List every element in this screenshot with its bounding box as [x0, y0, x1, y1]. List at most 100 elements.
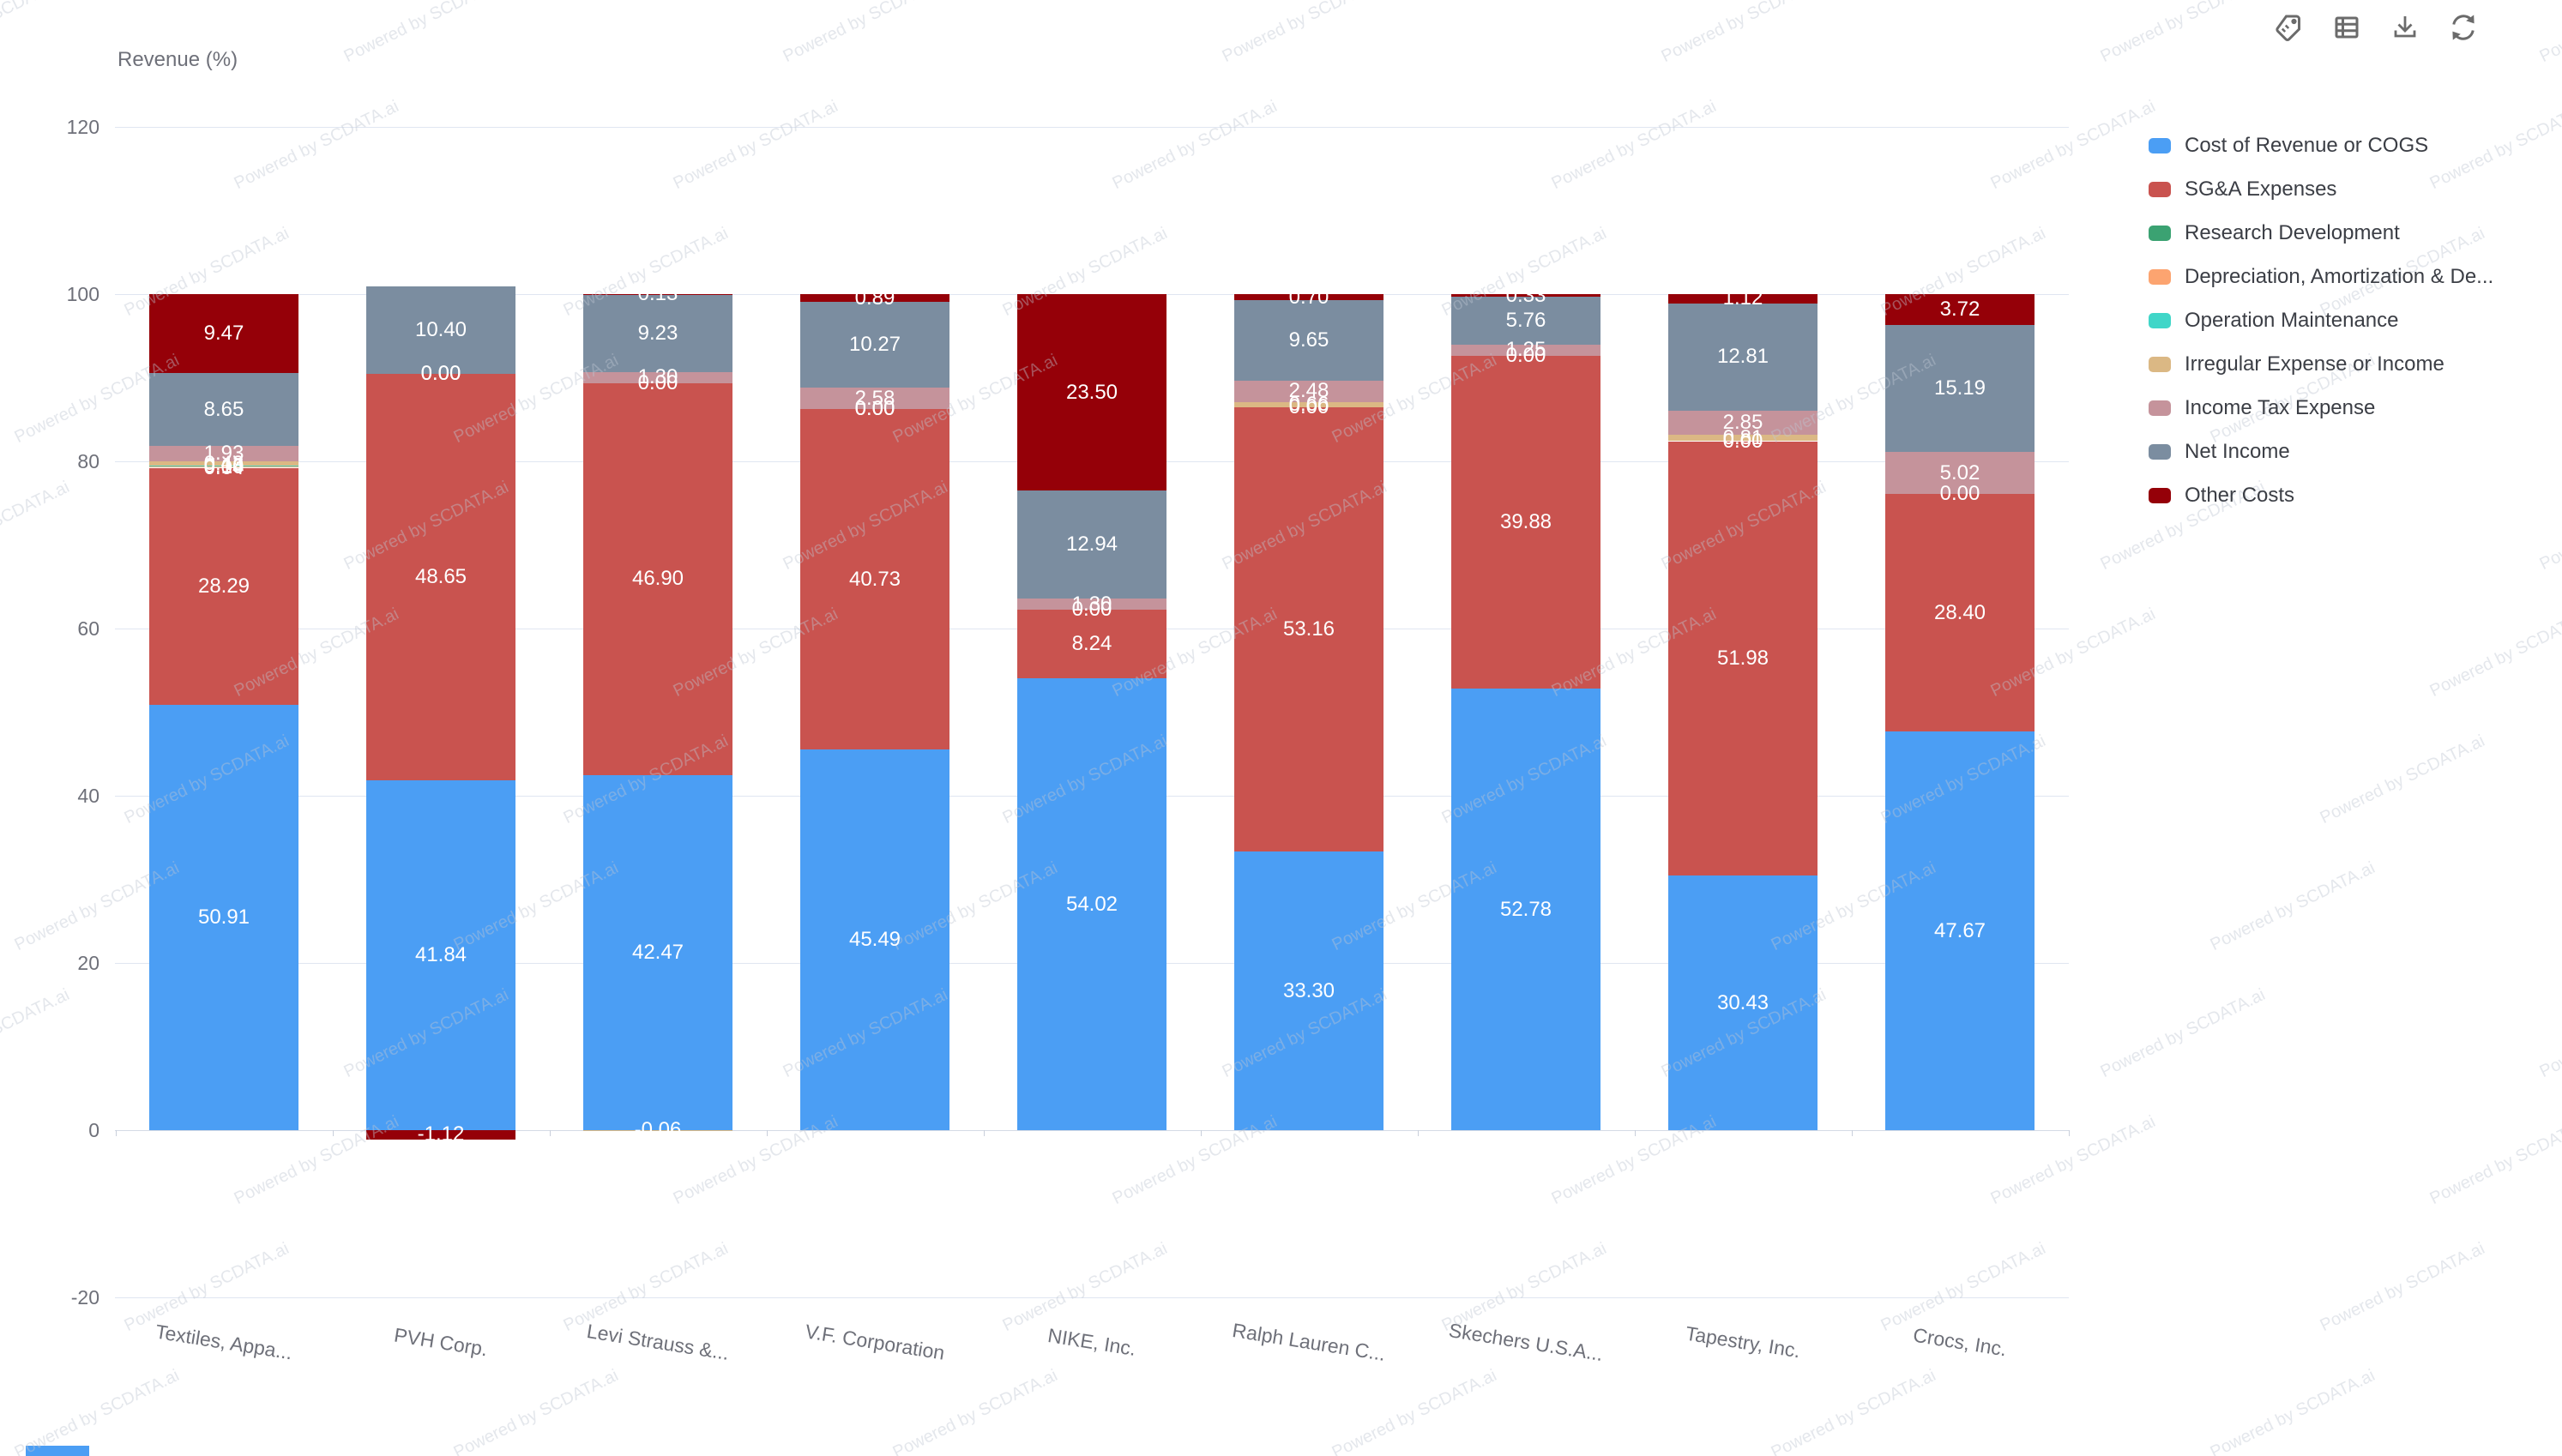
- bar-segment[interactable]: [800, 749, 949, 1130]
- bar-segment[interactable]: [366, 373, 515, 781]
- bar-segment[interactable]: [1234, 381, 1383, 402]
- bar-segment[interactable]: [1234, 294, 1383, 301]
- legend-swatch: [2149, 138, 2171, 153]
- bar-segment[interactable]: [1017, 599, 1166, 610]
- bar-segment[interactable]: [366, 780, 515, 1130]
- bar-segment[interactable]: [1017, 490, 1166, 599]
- bar-segment[interactable]: [1017, 294, 1166, 491]
- gridline: [115, 127, 2069, 128]
- legend-item[interactable]: Net Income: [2149, 440, 2493, 463]
- y-axis-tick-label: 60: [77, 617, 99, 640]
- download-tool-button[interactable]: [2388, 9, 2422, 46]
- table-tool-button[interactable]: [2330, 9, 2364, 46]
- bar-segment[interactable]: [1668, 303, 1818, 411]
- bar-segment[interactable]: [1668, 441, 1818, 876]
- bar-segment[interactable]: [149, 466, 298, 468]
- bar-segment[interactable]: [1451, 345, 1600, 356]
- legend-item[interactable]: Income Tax Expense: [2149, 396, 2493, 419]
- bar-segment[interactable]: [1668, 875, 1818, 1130]
- bar-segment[interactable]: [800, 294, 949, 303]
- legend-item[interactable]: Research Development: [2149, 221, 2493, 244]
- tag-tool-button[interactable]: [2271, 9, 2306, 46]
- bar-segment[interactable]: [1451, 689, 1600, 1130]
- bar-segment[interactable]: [149, 465, 298, 467]
- x-axis-tick: [2068, 1130, 2070, 1136]
- gridline: [115, 1130, 2069, 1131]
- watermark-text: Powered by SCDATA.ai: [2317, 731, 2488, 828]
- x-axis-tick: [766, 1130, 768, 1136]
- bar-segment[interactable]: [149, 445, 298, 462]
- legend-swatch: [2149, 313, 2171, 328]
- bar-segment[interactable]: [1451, 294, 1600, 298]
- x-axis-tick: [983, 1130, 985, 1136]
- x-axis-category-label: Tapestry, Inc.: [1684, 1321, 1802, 1363]
- x-axis-tick: [1634, 1130, 1636, 1136]
- legend-item-label: Depreciation, Amortization & De...: [2185, 265, 2494, 288]
- watermark-text: Powered by SCDATA.ai: [670, 97, 841, 194]
- bar-segment[interactable]: [1668, 294, 1818, 304]
- legend-item[interactable]: Operation Maintenance: [2149, 309, 2493, 332]
- bar-segment[interactable]: [1451, 297, 1600, 346]
- bar-segment[interactable]: [1234, 407, 1383, 852]
- bar-segment[interactable]: [149, 461, 298, 466]
- legend-item-label: SG&A Expenses: [2185, 177, 2337, 201]
- bar-segment[interactable]: [1668, 434, 1818, 442]
- watermark-text: Powered by SCDATA.ai: [889, 1366, 1061, 1456]
- table-icon: [2331, 12, 2362, 43]
- bar-segment[interactable]: [583, 293, 732, 295]
- refresh-icon: [2448, 12, 2479, 43]
- bar-segment[interactable]: [149, 373, 298, 446]
- watermark-text: Powered by SCDATA.ai: [0, 0, 73, 67]
- bar-segment[interactable]: [366, 286, 515, 374]
- bar-segment[interactable]: [1885, 731, 2035, 1130]
- bar-segment[interactable]: [1885, 452, 2035, 495]
- bar-segment[interactable]: [583, 774, 732, 1130]
- legend-swatch: [2149, 269, 2171, 285]
- legend-item[interactable]: Other Costs: [2149, 484, 2493, 507]
- bar-segment[interactable]: [583, 1130, 732, 1131]
- bar-segment[interactable]: [1451, 355, 1600, 689]
- x-axis-tick: [115, 1130, 117, 1136]
- legend-swatch: [2149, 444, 2171, 460]
- legend-item[interactable]: Irregular Expense or Income: [2149, 352, 2493, 376]
- bar-segment[interactable]: [149, 704, 298, 1130]
- watermark-text: Powered by SCDATA.ai: [2536, 0, 2562, 67]
- watermark-text: Powered by SCDATA.ai: [2097, 0, 2269, 67]
- legend-item[interactable]: Depreciation, Amortization & De...: [2149, 265, 2494, 288]
- watermark-text: Powered by SCDATA.ai: [1768, 1366, 1939, 1456]
- bar-segment[interactable]: [1017, 609, 1166, 679]
- watermark-text: Powered by SCDATA.ai: [1987, 97, 2159, 194]
- x-axis-category-label: V.F. Corporation: [804, 1320, 947, 1364]
- x-axis-tick: [332, 1130, 334, 1136]
- bar-segment[interactable]: [1885, 494, 2035, 732]
- watermark-text: Powered by SCDATA.ai: [2426, 1112, 2562, 1209]
- bar-segment[interactable]: [583, 382, 732, 775]
- x-axis-category-label: Crocs, Inc.: [1911, 1323, 2009, 1361]
- watermark-text: Powered by SCDATA.ai: [780, 0, 951, 67]
- bar-segment[interactable]: [366, 1130, 515, 1140]
- bar-segment[interactable]: [583, 371, 732, 383]
- bar-segment[interactable]: [583, 294, 732, 372]
- legend-item-label: Income Tax Expense: [2185, 396, 2376, 419]
- bar-segment[interactable]: [1017, 678, 1166, 1130]
- bar-segment[interactable]: [1234, 300, 1383, 382]
- bar-segment[interactable]: [1668, 410, 1818, 435]
- y-axis-tick-label: 80: [77, 450, 99, 472]
- refresh-tool-button[interactable]: [2446, 9, 2481, 46]
- bar-segment[interactable]: [149, 294, 298, 374]
- legend-item[interactable]: SG&A Expenses: [2149, 177, 2493, 201]
- watermark-text: Powered by SCDATA.ai: [2207, 1366, 2378, 1456]
- bar-segment[interactable]: [1234, 851, 1383, 1130]
- bar-segment[interactable]: [1885, 325, 2035, 453]
- bar-segment[interactable]: [1234, 401, 1383, 407]
- bar-segment[interactable]: [800, 302, 949, 388]
- bar-segment[interactable]: [800, 409, 949, 750]
- watermark-text: Powered by SCDATA.ai: [2207, 858, 2378, 955]
- legend-swatch: [2149, 400, 2171, 416]
- bar-segment[interactable]: [800, 388, 949, 410]
- y-axis-tick-label: -20: [70, 1286, 99, 1309]
- bar-segment[interactable]: [149, 467, 298, 705]
- bar-segment[interactable]: [1885, 294, 2035, 326]
- legend-item[interactable]: Cost of Revenue or COGS: [2149, 134, 2493, 157]
